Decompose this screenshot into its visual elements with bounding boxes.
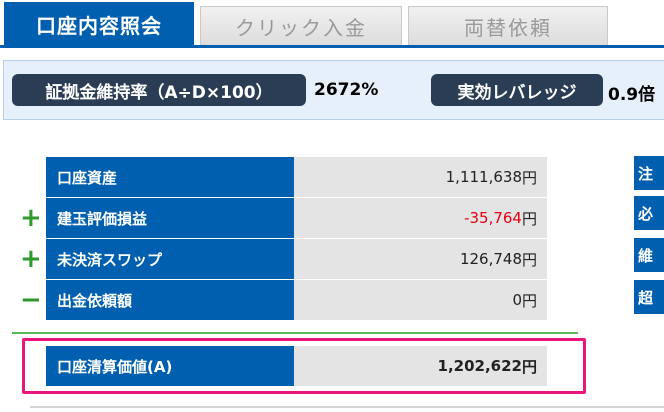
- highlight-box: [22, 338, 586, 394]
- amount-value: 1,202,622: [437, 357, 522, 375]
- tab-account-summary[interactable]: 口座内容照会: [4, 2, 194, 46]
- right-row-label: 注: [634, 156, 664, 190]
- table-row: + 未決済スワップ 126,748 円: [0, 239, 560, 279]
- tab-exchange-request[interactable]: 両替依頼: [408, 6, 608, 46]
- table-row: + 建玉評価損益 -35,764 円: [0, 198, 560, 238]
- amount-unit: 円: [521, 209, 537, 228]
- amount-unit: 円: [521, 291, 537, 310]
- amount-unit: 円: [521, 250, 537, 269]
- amount-unit: 円: [521, 357, 537, 376]
- tab-label: 両替依頼: [464, 16, 552, 40]
- margin-ratio-label: 証拠金維持率（A÷D×100）: [12, 74, 306, 106]
- leverage-value: 0.9倍: [608, 85, 656, 105]
- amount-value: -35,764: [464, 209, 522, 227]
- divider: [12, 332, 578, 334]
- leverage-label: 実効レバレッジ: [431, 74, 603, 106]
- row-label: 未決済スワップ: [46, 239, 294, 279]
- row-amount: 126,748 円: [294, 239, 547, 279]
- bottom-divider: [30, 406, 664, 408]
- total-row: 口座清算価値(A) 1,202,622 円: [0, 346, 560, 386]
- amount-unit: 円: [521, 168, 537, 187]
- minus-icon: −: [20, 285, 42, 315]
- margin-ratio-value: 2672%: [314, 80, 379, 100]
- plus-icon: +: [20, 244, 42, 274]
- row-amount: 1,111,638 円: [294, 157, 547, 197]
- plus-icon: +: [20, 203, 42, 233]
- amount-value: 1,111,638: [445, 168, 522, 186]
- amount-value: 0: [512, 291, 522, 309]
- summary-bar: 証拠金維持率（A÷D×100） 2672% 実効レバレッジ 0.9倍: [3, 60, 664, 120]
- row-label: 出金依頼額: [46, 280, 294, 320]
- row-amount: -35,764 円: [294, 198, 547, 238]
- right-row-label: 維: [634, 238, 664, 272]
- tab-underline: [0, 45, 664, 48]
- row-label: 建玉評価損益: [46, 198, 294, 238]
- right-row-label: 超: [634, 280, 664, 314]
- total-amount: 1,202,622 円: [294, 346, 547, 386]
- amount-value: 126,748: [459, 250, 522, 268]
- table-row: 口座資産 1,111,638 円: [0, 157, 560, 197]
- tab-click-deposit[interactable]: クリック入金: [200, 6, 402, 46]
- tab-bar: 口座内容照会 クリック入金 両替依頼: [0, 0, 664, 48]
- row-label: 口座資産: [46, 157, 294, 197]
- tab-label: クリック入金: [235, 16, 367, 40]
- tab-label: 口座内容照会: [36, 14, 162, 38]
- right-row-label: 必: [634, 196, 664, 230]
- total-label: 口座清算価値(A): [46, 346, 294, 386]
